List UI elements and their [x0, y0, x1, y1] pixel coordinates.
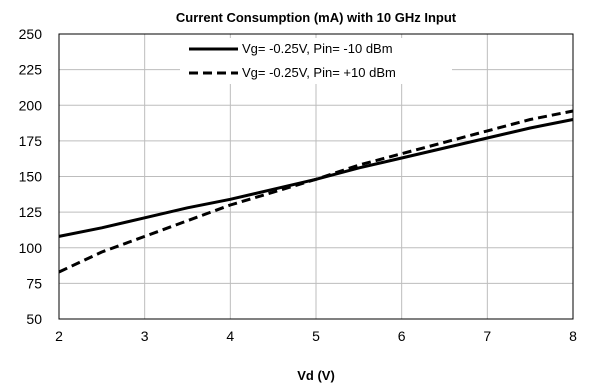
chart-title: Current Consumption (mA) with 10 GHz Inp… — [176, 10, 457, 25]
y-tick-label: 225 — [19, 62, 43, 78]
series-lines — [58, 109, 574, 274]
y-tick-label: 200 — [19, 97, 43, 113]
y-tick-label: 75 — [26, 275, 42, 291]
legend-label-pin-plus10: Vg= -0.25V, Pin= +10 dBm — [242, 65, 396, 80]
y-tick-label: 175 — [19, 133, 43, 149]
x-tick-label: 8 — [569, 328, 577, 344]
x-tick-label: 6 — [398, 328, 406, 344]
x-tick-label: 2 — [55, 328, 63, 344]
legend: Vg= -0.25V, Pin= -10 dBm Vg= -0.25V, Pin… — [180, 38, 452, 84]
x-tick-label: 3 — [141, 328, 149, 344]
y-tick-label: 150 — [19, 169, 43, 185]
plot-area-frame — [58, 33, 574, 320]
y-tick-label: 100 — [19, 240, 43, 256]
x-tick-label: 4 — [226, 328, 234, 344]
y-tick-label: 125 — [19, 204, 43, 220]
x-tick-label: 7 — [483, 328, 491, 344]
y-tick-label: 250 — [19, 26, 43, 42]
x-axis-ticks: 2 3 4 5 6 7 8 — [55, 328, 577, 344]
y-axis-ticks: 50 75 100 125 150 175 200 225 250 — [19, 26, 43, 327]
y-tick-label: 50 — [26, 311, 42, 327]
series-line-pin-plus10 — [58, 109, 574, 274]
x-axis-label: Vd (V) — [297, 368, 335, 383]
legend-background — [180, 38, 452, 84]
legend-label-pin-minus10: Vg= -0.25V, Pin= -10 dBm — [242, 41, 393, 56]
x-tick-label: 5 — [312, 328, 320, 344]
